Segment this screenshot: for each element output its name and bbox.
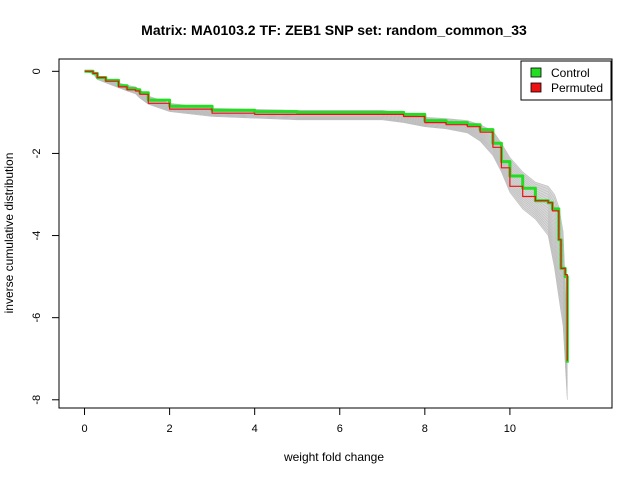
y-tick-label: -2 bbox=[31, 149, 43, 159]
x-axis-label: weight fold change bbox=[283, 450, 384, 464]
legend-box bbox=[520, 60, 612, 101]
series-layer bbox=[84, 69, 569, 363]
y-axis-label: inverse cumulative distribution bbox=[2, 153, 16, 314]
y-tick-label: -4 bbox=[31, 231, 43, 241]
x-tick-label: 8 bbox=[422, 423, 428, 435]
legend: Control Permuted bbox=[520, 60, 612, 101]
y-tick-label: -6 bbox=[31, 313, 43, 323]
y-tick-label: -8 bbox=[31, 395, 43, 405]
x-axis: 0 2 4 6 8 10 bbox=[81, 408, 516, 435]
legend-label-permuted: Permuted bbox=[551, 81, 603, 95]
permuted-band-fill bbox=[84, 71, 568, 400]
permuted-band-layer bbox=[84, 71, 568, 400]
permuted-sample-line bbox=[84, 71, 568, 400]
x-tick-label: 4 bbox=[252, 423, 258, 435]
y-tick-label: 0 bbox=[31, 68, 43, 74]
chart-title: Matrix: MA0103.2 TF: ZEB1 SNP set: rando… bbox=[141, 22, 527, 38]
x-tick-label: 2 bbox=[167, 423, 173, 435]
permuted-sample-line bbox=[84, 71, 568, 387]
plot-frame bbox=[58, 58, 613, 409]
legend-swatch-control bbox=[530, 67, 542, 78]
x-tick-label: 0 bbox=[81, 423, 87, 435]
x-tick-label: 6 bbox=[337, 423, 343, 435]
legend-swatch-permuted bbox=[530, 82, 542, 93]
y-axis: 0 -2 -4 -6 -8 bbox=[31, 68, 59, 405]
x-tick-label: 10 bbox=[504, 423, 516, 435]
legend-label-control: Control bbox=[551, 66, 590, 80]
series-line-permuted bbox=[84, 70, 568, 361]
